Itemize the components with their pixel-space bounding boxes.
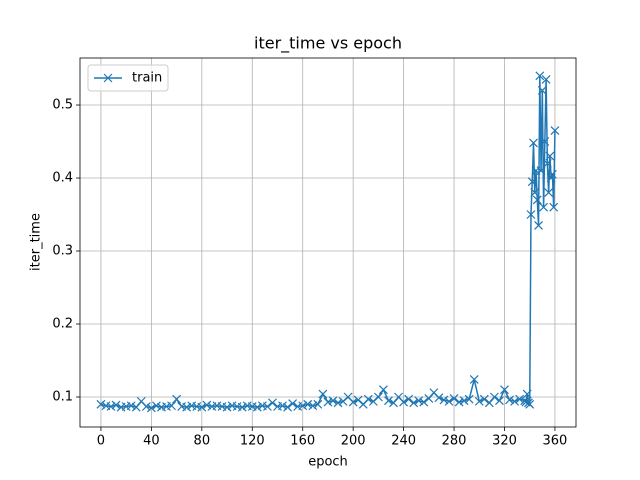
marker bbox=[535, 71, 545, 81]
marker bbox=[544, 188, 554, 198]
marker bbox=[464, 394, 474, 404]
x-tick-label: 40 bbox=[143, 434, 160, 449]
marker bbox=[534, 221, 543, 230]
marker bbox=[526, 210, 536, 219]
marker bbox=[313, 399, 323, 409]
marker bbox=[172, 394, 182, 404]
marker bbox=[384, 396, 393, 406]
marker bbox=[283, 402, 293, 412]
marker bbox=[202, 400, 212, 410]
marker bbox=[505, 395, 514, 405]
x-tick-label: 80 bbox=[194, 434, 211, 449]
x-tick-label: 360 bbox=[543, 434, 568, 449]
marker bbox=[363, 394, 373, 404]
marker bbox=[111, 400, 121, 410]
marker bbox=[399, 397, 409, 407]
marker bbox=[542, 158, 552, 168]
marker bbox=[549, 202, 559, 212]
marker bbox=[96, 399, 106, 409]
marker bbox=[510, 396, 520, 406]
marker bbox=[252, 402, 262, 412]
marker bbox=[469, 375, 479, 384]
marker bbox=[278, 401, 287, 411]
marker bbox=[106, 402, 116, 411]
x-tick-label: 280 bbox=[442, 434, 467, 449]
marker bbox=[532, 195, 542, 205]
marker bbox=[298, 401, 308, 411]
legend-marker bbox=[103, 73, 113, 83]
marker bbox=[495, 396, 504, 406]
legend-label: train bbox=[132, 71, 162, 86]
marker bbox=[474, 396, 484, 406]
marker bbox=[525, 399, 535, 409]
marker bbox=[449, 394, 459, 403]
marker bbox=[348, 397, 358, 407]
y-tick-label: 0.3 bbox=[52, 244, 73, 259]
marker bbox=[262, 402, 272, 411]
marker bbox=[419, 397, 429, 407]
marker bbox=[540, 137, 550, 146]
x-tick-label: 320 bbox=[492, 434, 517, 449]
plot-frame bbox=[79, 57, 577, 428]
x-tick-label: 200 bbox=[341, 434, 366, 449]
marker bbox=[454, 397, 464, 407]
x-axis-label: epoch bbox=[308, 455, 348, 470]
y-tick-label: 0.5 bbox=[52, 98, 73, 113]
marker bbox=[222, 402, 232, 412]
marker bbox=[379, 385, 388, 395]
y-tick-label: 0.1 bbox=[52, 389, 73, 404]
marker bbox=[404, 394, 414, 404]
marker bbox=[522, 389, 532, 399]
legend-box bbox=[87, 64, 169, 92]
marker bbox=[536, 166, 546, 176]
marker bbox=[288, 399, 298, 408]
x-tick-label: 120 bbox=[240, 434, 265, 449]
marker bbox=[146, 403, 156, 413]
marker bbox=[550, 126, 560, 135]
marker bbox=[530, 188, 540, 198]
marker bbox=[409, 398, 419, 408]
y-tick-label: 0.4 bbox=[52, 171, 73, 186]
marker bbox=[303, 399, 313, 409]
marker bbox=[444, 396, 454, 406]
marker bbox=[545, 151, 555, 161]
marker bbox=[308, 401, 318, 411]
marker bbox=[541, 75, 551, 84]
marker bbox=[529, 138, 538, 148]
marker bbox=[439, 395, 449, 405]
marker bbox=[151, 401, 161, 411]
marker bbox=[318, 389, 328, 399]
marker bbox=[182, 402, 192, 412]
marker bbox=[515, 394, 525, 404]
marker bbox=[126, 401, 136, 411]
marker bbox=[500, 385, 509, 395]
marker bbox=[434, 393, 444, 403]
marker bbox=[323, 397, 333, 407]
marker bbox=[333, 398, 343, 408]
marker bbox=[537, 85, 547, 95]
x-tick-label: 160 bbox=[290, 434, 315, 449]
marker bbox=[414, 396, 424, 406]
marker bbox=[547, 169, 557, 179]
marker bbox=[527, 177, 537, 187]
y-tick-label: 0.2 bbox=[52, 317, 73, 332]
x-tick-label: 0 bbox=[97, 434, 105, 449]
marker bbox=[459, 396, 469, 406]
x-tick-label: 240 bbox=[391, 434, 416, 449]
marker bbox=[539, 202, 549, 212]
chart-title: iter_time vs epoch bbox=[254, 34, 402, 54]
marker bbox=[268, 398, 277, 408]
marker bbox=[489, 392, 499, 402]
marker bbox=[167, 401, 176, 411]
y-axis-label: iter_time bbox=[29, 213, 44, 271]
marker bbox=[197, 402, 207, 412]
marker bbox=[141, 402, 151, 411]
marker bbox=[328, 396, 338, 406]
marker bbox=[479, 394, 489, 404]
marker bbox=[237, 402, 247, 412]
marker bbox=[373, 392, 383, 402]
